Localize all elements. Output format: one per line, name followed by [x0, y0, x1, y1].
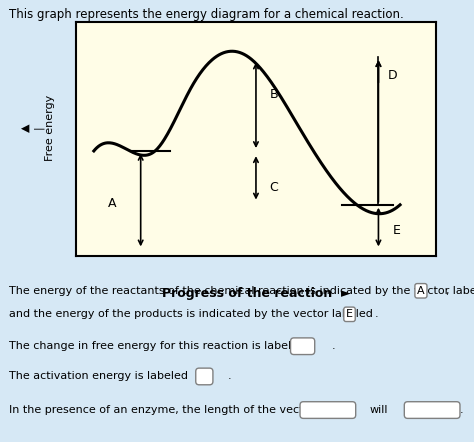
Text: ▲
|
Free energy: ▲ | Free energy: [21, 95, 55, 160]
Text: D: D: [388, 69, 398, 83]
Text: .: .: [332, 341, 336, 351]
Text: ,: ,: [446, 286, 449, 296]
Text: and the energy of the products is indicated by the vector labeled: and the energy of the products is indica…: [9, 309, 374, 319]
Text: will: will: [370, 405, 388, 415]
Text: A: A: [417, 286, 425, 296]
Text: C: C: [270, 181, 278, 194]
Text: .: .: [228, 371, 231, 381]
Text: The energy of the reactants of the chemical reaction is indicated by the vector : The energy of the reactants of the chemi…: [9, 286, 474, 296]
Text: Progress of the reaction  ►: Progress of the reaction ►: [162, 287, 350, 300]
Text: In the presence of an enzyme, the length of the vector(s): In the presence of an enzyme, the length…: [9, 405, 330, 415]
Text: The change in free energy for this reaction is labeled: The change in free energy for this react…: [9, 341, 306, 351]
Text: E: E: [392, 224, 401, 237]
Text: E: E: [346, 309, 353, 319]
Text: This graph represents the energy diagram for a chemical reaction.: This graph represents the energy diagram…: [9, 8, 404, 21]
Text: .: .: [460, 405, 464, 415]
Text: The activation energy is labeled: The activation energy is labeled: [9, 371, 189, 381]
Text: A: A: [108, 197, 116, 210]
Text: .: .: [374, 309, 378, 319]
Text: B: B: [270, 88, 278, 101]
